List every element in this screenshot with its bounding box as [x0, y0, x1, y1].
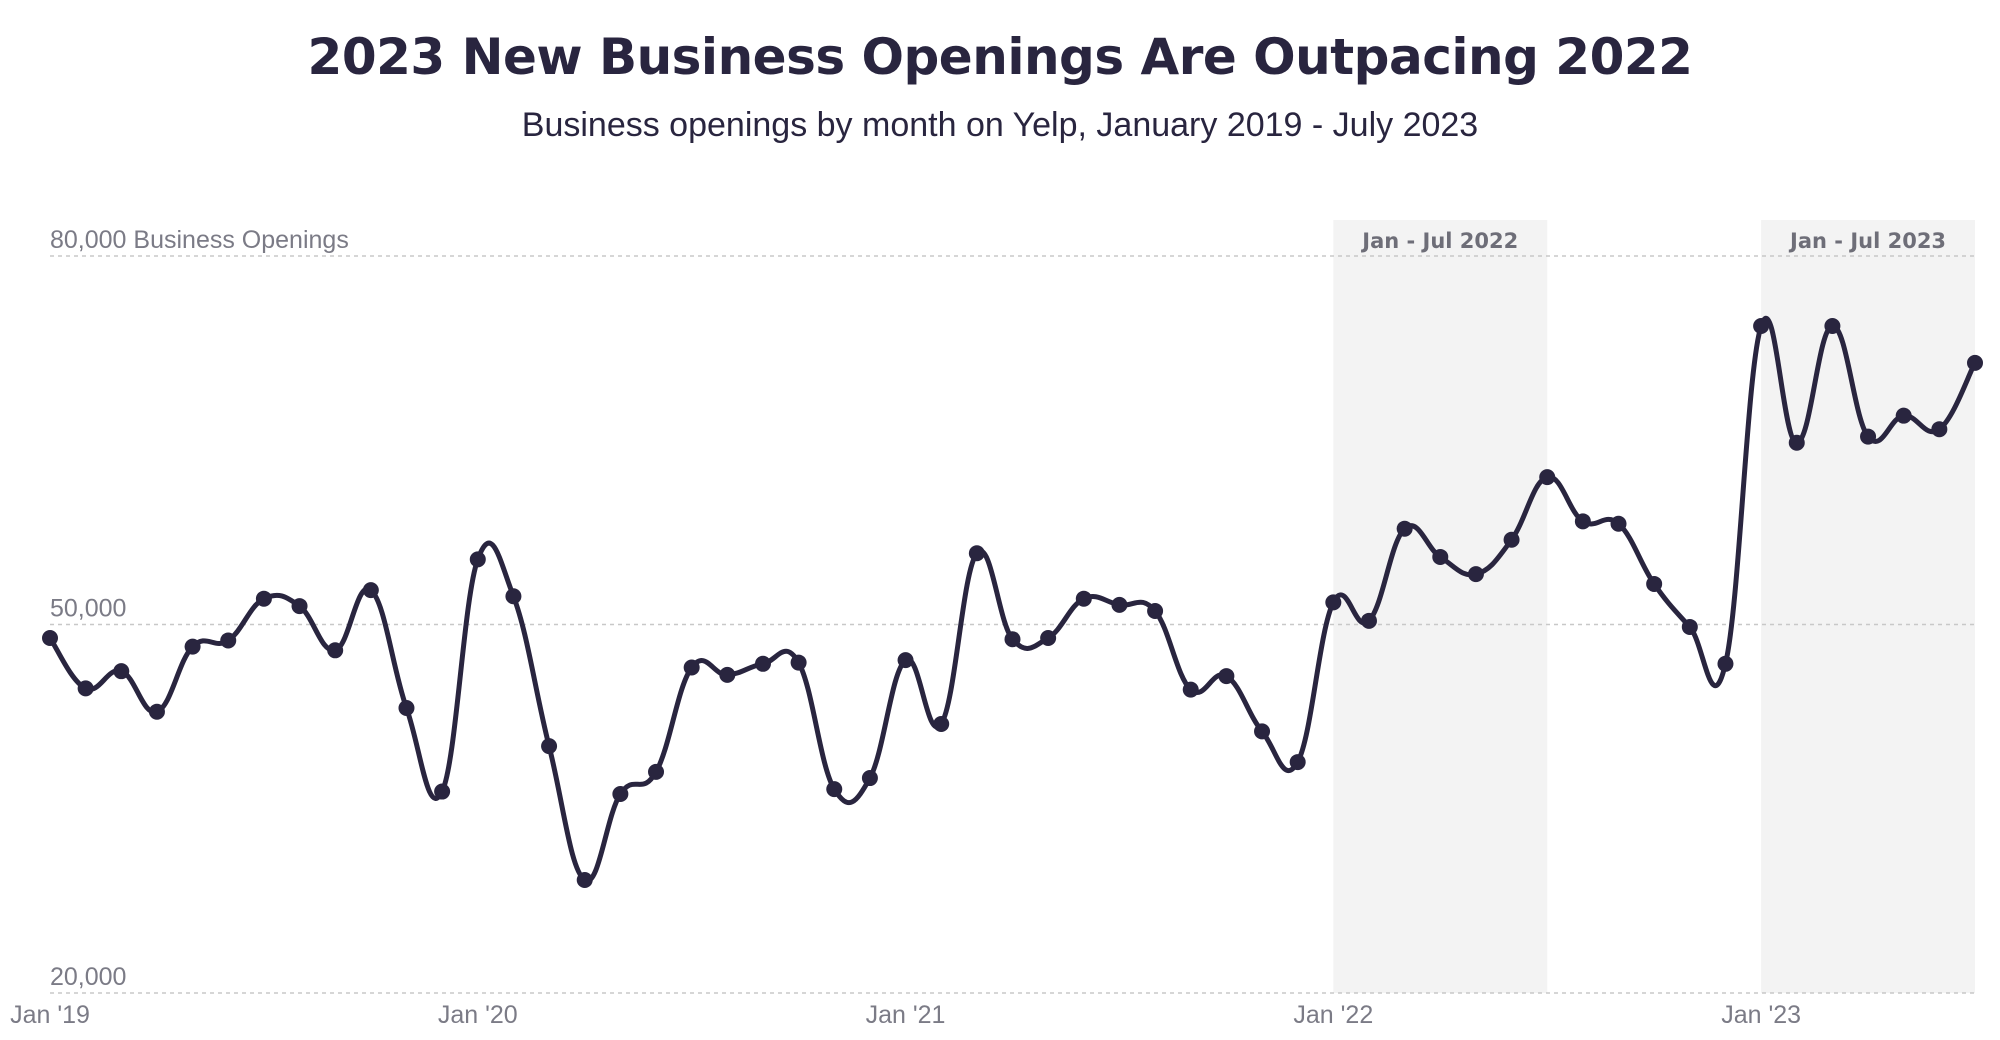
- data-point: [291, 598, 308, 615]
- data-point: [1967, 354, 1983, 371]
- data-point: [1717, 655, 1734, 672]
- data-point: [1075, 590, 1092, 607]
- data-point: [1396, 520, 1413, 537]
- data-point: [683, 659, 700, 676]
- data-point: [220, 632, 237, 649]
- data-point: [184, 638, 201, 655]
- data-point: [1860, 428, 1877, 445]
- series-line: [47, 315, 1978, 884]
- data-point: [1574, 513, 1591, 530]
- x-tick-label: Jan '20: [438, 1001, 518, 1029]
- data-point: [1254, 723, 1271, 740]
- data-point: [1040, 630, 1057, 647]
- data-point: [790, 654, 807, 671]
- data-point: [1503, 531, 1520, 548]
- data-point: [1360, 612, 1377, 629]
- data-point: [148, 703, 165, 720]
- highlight-band: [1333, 220, 1548, 993]
- data-point: [113, 663, 130, 680]
- data-point: [398, 700, 415, 717]
- data-point: [1895, 407, 1912, 424]
- data-point: [861, 770, 878, 787]
- data-point: [1539, 469, 1556, 486]
- data-point: [1681, 618, 1698, 635]
- data-point: [42, 630, 58, 647]
- y-axis-ticks: 80,000 Business Openings 50,000 20,000: [50, 226, 349, 991]
- chart-title: 2023 New Business Openings Are Outpacing…: [307, 28, 1693, 86]
- data-point: [648, 763, 665, 780]
- data-point: [612, 786, 629, 803]
- data-point: [576, 871, 593, 888]
- data-point: [1753, 318, 1770, 335]
- x-tick-label: Jan '21: [866, 1001, 946, 1029]
- y-tick-label: 80,000 Business Openings: [50, 226, 349, 254]
- data-point: [1289, 754, 1306, 771]
- data-point: [1432, 548, 1449, 565]
- data-point: [1788, 434, 1805, 451]
- grid-lines: [50, 255, 1975, 994]
- data-point: [77, 680, 94, 697]
- data-point: [1467, 566, 1484, 583]
- series-layer: [42, 315, 1983, 888]
- data-point: [1325, 594, 1342, 611]
- data-point: [968, 545, 985, 562]
- data-point: [255, 590, 272, 607]
- data-point: [719, 666, 736, 683]
- chart-subtitle: Business openings by month on Yelp, Janu…: [521, 106, 1479, 144]
- data-point: [1111, 596, 1128, 613]
- data-point: [327, 642, 344, 659]
- data-point: [541, 738, 558, 755]
- data-point: [1147, 602, 1164, 619]
- data-point: [469, 551, 486, 568]
- data-point: [1218, 668, 1235, 685]
- x-axis-ticks: Jan '19 Jan '20 Jan '21 Jan '22 Jan '23: [10, 1001, 1801, 1029]
- data-point: [1610, 515, 1627, 532]
- data-point: [1931, 421, 1948, 438]
- highlight-band-label: Jan - Jul 2023: [1788, 229, 1946, 253]
- y-tick-label: 50,000: [50, 595, 126, 623]
- data-point: [933, 715, 950, 732]
- x-tick-label: Jan '23: [1721, 1001, 1801, 1029]
- highlight-band-label: Jan - Jul 2022: [1360, 229, 1518, 253]
- data-point: [362, 582, 379, 599]
- data-point: [754, 655, 771, 672]
- data-point: [1824, 318, 1841, 335]
- data-point: [1004, 631, 1021, 648]
- y-tick-label: 20,000: [50, 963, 126, 991]
- highlight-band: [1761, 220, 1975, 993]
- data-point: [897, 652, 914, 669]
- data-point: [434, 783, 451, 800]
- highlight-bands: Jan - Jul 2022 Jan - Jul 2023: [1333, 220, 1975, 993]
- data-point: [505, 588, 522, 605]
- x-tick-label: Jan '19: [10, 1001, 90, 1029]
- data-point: [1646, 575, 1663, 592]
- data-point: [826, 781, 843, 798]
- x-tick-label: Jan '22: [1293, 1001, 1373, 1029]
- data-point: [1182, 681, 1199, 698]
